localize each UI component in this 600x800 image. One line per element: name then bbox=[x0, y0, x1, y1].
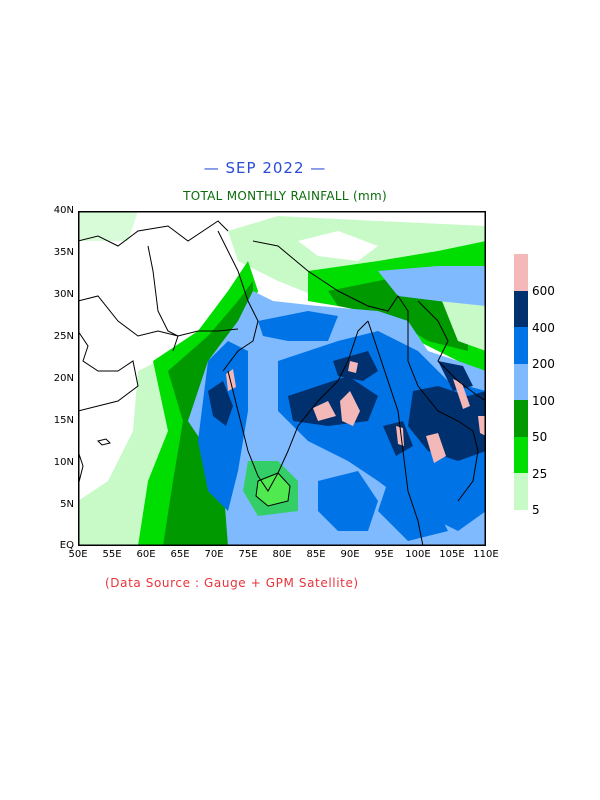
legend-label-50: 50 bbox=[532, 430, 548, 444]
x-tick-95e: 95E bbox=[374, 549, 394, 560]
x-tick-65e: 65E bbox=[170, 549, 190, 560]
legend-label-25: 25 bbox=[532, 467, 548, 481]
legend-label-600: 600 bbox=[532, 284, 555, 298]
map-title: — SEP 2022 — bbox=[203, 159, 327, 177]
legend-swatch-25-50 bbox=[514, 436, 528, 473]
map-subtitle: TOTAL MONTHLY RAINFALL (mm) bbox=[183, 189, 387, 203]
x-tick-110e: 110E bbox=[473, 549, 499, 560]
x-tick-80e: 80E bbox=[272, 549, 292, 560]
x-tick-85e: 85E bbox=[306, 549, 326, 560]
x-tick-90e: 90E bbox=[340, 549, 360, 560]
y-tick-20n: 20N bbox=[53, 373, 74, 384]
x-tick-75e: 75E bbox=[238, 549, 258, 560]
x-tick-105e: 105E bbox=[439, 549, 465, 560]
x-tick-70e: 70E bbox=[204, 549, 224, 560]
legend-swatch-200-400 bbox=[514, 327, 528, 364]
y-tick-35n: 35N bbox=[53, 247, 74, 258]
x-tick-60e: 60E bbox=[136, 549, 156, 560]
legend-label-400: 400 bbox=[532, 321, 555, 335]
y-tick-15n: 15N bbox=[53, 415, 74, 426]
legend-swatch-50-100 bbox=[514, 400, 528, 437]
y-tick-10n: 10N bbox=[53, 457, 74, 468]
rainfall-map bbox=[78, 211, 486, 546]
legend-swatch-400-600 bbox=[514, 290, 528, 327]
x-tick-50e: 50E bbox=[68, 549, 88, 560]
y-tick-40n: 40N bbox=[53, 205, 74, 216]
legend-swatch-100-200 bbox=[514, 363, 528, 400]
y-tick-25n: 25N bbox=[53, 331, 74, 342]
legend-label-100: 100 bbox=[532, 394, 555, 408]
colorbar-legend bbox=[514, 254, 528, 510]
x-tick-100e: 100E bbox=[405, 549, 431, 560]
legend-swatch-5-25 bbox=[514, 473, 528, 510]
legend-label-200: 200 bbox=[532, 357, 555, 371]
y-tick-5n: 5N bbox=[60, 499, 74, 510]
legend-swatch-600plus bbox=[514, 254, 528, 291]
data-source-note: (Data Source : Gauge + GPM Satellite) bbox=[105, 576, 359, 590]
y-tick-30n: 30N bbox=[53, 289, 74, 300]
y-tick-eq: EQ bbox=[59, 540, 74, 551]
x-tick-55e: 55E bbox=[102, 549, 122, 560]
legend-label-5: 5 bbox=[532, 503, 540, 517]
